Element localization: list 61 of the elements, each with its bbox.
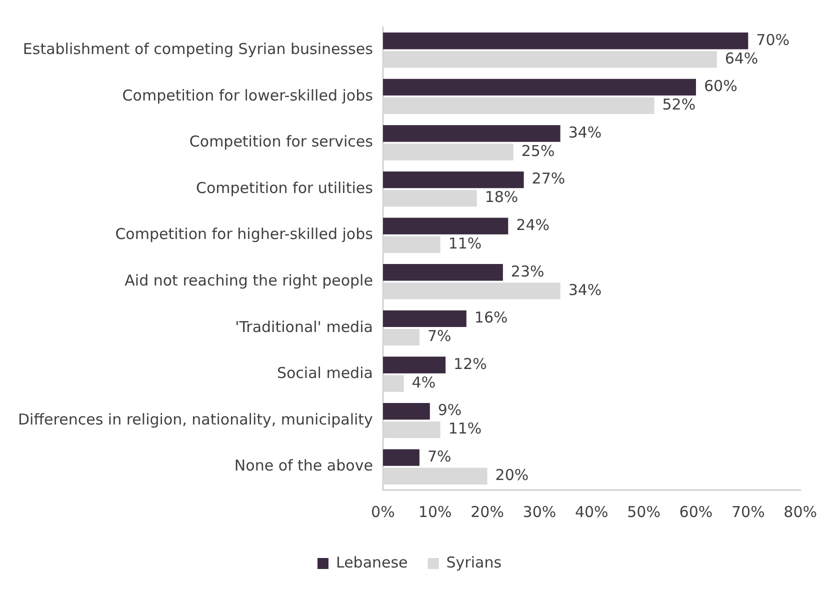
bar — [382, 51, 717, 68]
data-label: 16% — [474, 308, 508, 327]
data-label: 7% — [427, 447, 452, 466]
data-label: 24% — [516, 216, 550, 234]
y-tick-label: Competition for services — [189, 132, 374, 151]
bar — [382, 190, 477, 207]
data-label: 23% — [510, 262, 544, 280]
x-tick-label: 30% — [522, 502, 556, 521]
bar — [382, 32, 748, 50]
data-label: 9% — [438, 401, 462, 420]
data-label: 4% — [412, 373, 436, 392]
data-label: 34% — [568, 123, 602, 142]
bar — [382, 236, 440, 253]
x-tick-label: 60% — [679, 502, 713, 521]
x-tick-label: 40% — [574, 502, 608, 521]
y-tick-label: Competition for higher-skilled jobs — [115, 225, 374, 244]
y-tick-label: 'Traditional' media — [235, 318, 373, 336]
bar — [382, 144, 514, 160]
data-label: 20% — [495, 466, 529, 484]
data-label: 60% — [704, 77, 738, 96]
y-tick-label: Social media — [276, 364, 373, 382]
data-label: 34% — [568, 280, 602, 299]
data-label: 70% — [756, 30, 790, 49]
data-label: 12% — [454, 354, 487, 373]
y-tick-label: Establishment of competing Syrian businesses — [22, 40, 374, 58]
legend-label: Lebanese — [336, 553, 408, 572]
bar — [382, 356, 446, 374]
x-tick-label: 0% — [371, 502, 395, 521]
bar — [382, 375, 404, 392]
bar — [382, 218, 508, 234]
data-label: 18% — [484, 188, 518, 206]
bar — [382, 125, 560, 142]
y-tick-label: None of the above — [234, 456, 373, 475]
bar — [382, 468, 488, 484]
y-tick-label: Aid not reaching the right people — [124, 272, 373, 290]
bar — [382, 421, 440, 438]
bar — [382, 171, 524, 188]
x-tick-label: 70% — [731, 502, 765, 521]
bar — [382, 282, 560, 300]
bar — [382, 402, 430, 420]
bar — [382, 328, 420, 346]
x-tick-label: 50% — [627, 502, 660, 521]
y-tick-label: Competition for utilities — [196, 178, 374, 197]
bar — [382, 310, 466, 328]
bar — [382, 78, 696, 96]
data-label: 52% — [662, 96, 696, 114]
data-label: 27% — [532, 170, 566, 188]
y-tick-label: Differences in religion, nationality, municipality — [18, 410, 374, 428]
data-label: 7% — [427, 327, 452, 346]
bar — [382, 264, 503, 281]
x-tick-label: 80% — [784, 502, 817, 521]
legend-label: Syrians — [446, 553, 502, 572]
data-label: 64% — [724, 49, 758, 68]
x-tick-label: 20% — [470, 502, 504, 521]
bar — [382, 97, 654, 114]
x-tick-label: 10% — [418, 502, 452, 521]
y-tick-label: Competition for lower-skilled jobs — [122, 86, 374, 104]
bar — [382, 449, 420, 466]
data-label: 11% — [448, 234, 482, 252]
data-label: 11% — [448, 420, 482, 438]
data-label: 25% — [521, 142, 555, 160]
